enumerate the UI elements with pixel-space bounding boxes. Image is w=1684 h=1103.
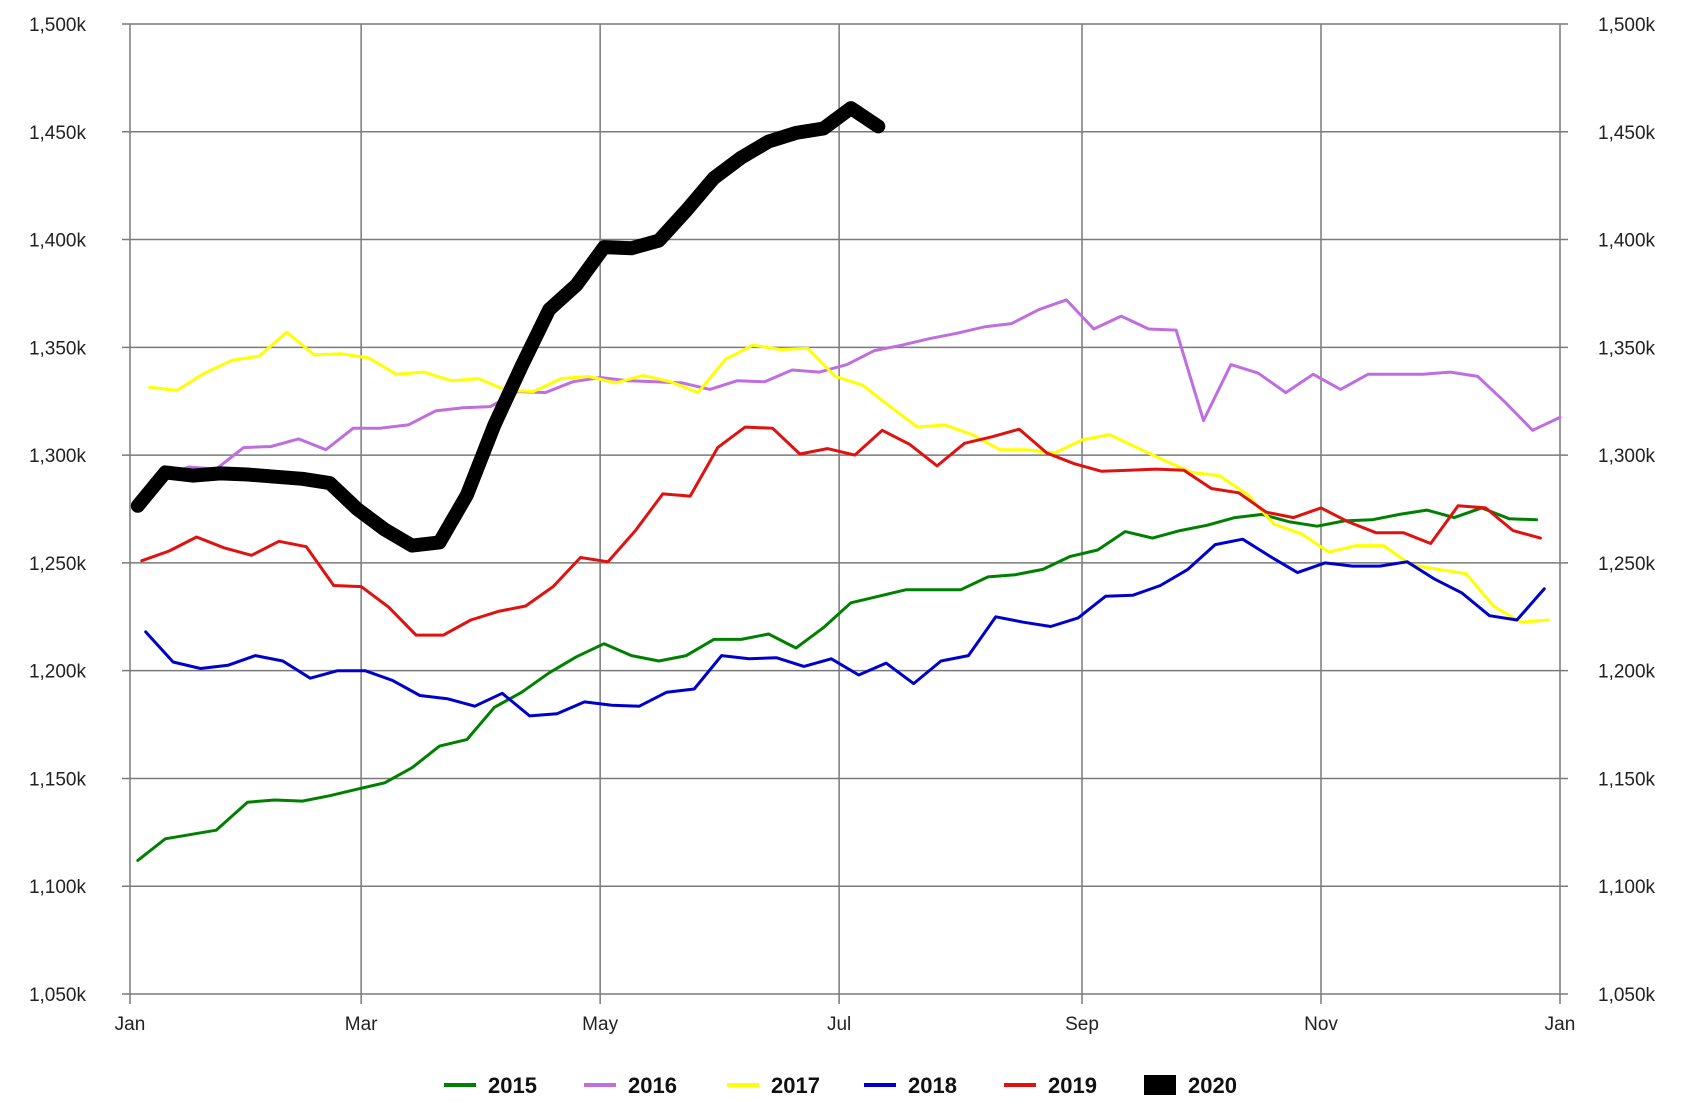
y-tick-label-right: 1,300k <box>1598 446 1656 467</box>
x-tick-label: Mar <box>345 1014 378 1035</box>
y-tick-label-left: 1,100k <box>29 877 87 898</box>
legend-label-2018: 2018 <box>908 1073 957 1098</box>
series-line-2019 <box>140 425 1542 637</box>
legend-swatch-2020 <box>1144 1075 1176 1095</box>
x-tick-label: Nov <box>1304 1014 1338 1035</box>
legend-label-2019: 2019 <box>1048 1073 1097 1098</box>
legend-label-2016: 2016 <box>628 1073 677 1098</box>
series-lines <box>130 101 1562 862</box>
y-tick-label-left: 1,050k <box>29 985 87 1006</box>
x-tick-label: Jan <box>1545 1014 1576 1035</box>
legend: 2015 2016 2017 2018 2019 2020 <box>444 1073 1237 1098</box>
y-tick-label-left: 1,300k <box>29 446 87 467</box>
y-tick-label-left: 1,150k <box>29 769 87 790</box>
x-tick-label: Sep <box>1065 1014 1099 1035</box>
y-tick-label-right: 1,450k <box>1598 123 1656 144</box>
y-tick-label-left: 1,250k <box>29 554 87 575</box>
y-tick-label-left: 1,200k <box>29 662 87 683</box>
x-tick-label: Jul <box>827 1014 851 1035</box>
y-tick-label-right: 1,050k <box>1598 985 1656 1006</box>
y-tick-label-right: 1,200k <box>1598 662 1656 683</box>
y-tick-label-right: 1,100k <box>1598 877 1656 898</box>
x-tick-label: May <box>582 1014 618 1035</box>
y-tick-label-right: 1,150k <box>1598 769 1656 790</box>
legend-label-2015: 2015 <box>488 1073 537 1098</box>
grid <box>122 23 1568 1004</box>
y-tick-label-left: 1,500k <box>29 15 87 36</box>
legend-label-2020: 2020 <box>1188 1073 1237 1098</box>
series-line-2016 <box>136 298 1562 504</box>
y-tick-label-right: 1,400k <box>1598 231 1656 252</box>
y-tick-label-left: 1,350k <box>29 338 87 359</box>
series-line-2020 <box>130 101 886 553</box>
series-line-2018 <box>144 537 1546 718</box>
legend-label-2017: 2017 <box>771 1073 820 1098</box>
y-tick-label-left: 1,400k <box>29 231 87 252</box>
series-line-2017 <box>148 330 1550 624</box>
y-tick-label-right: 1,350k <box>1598 338 1656 359</box>
y-tick-label-right: 1,250k <box>1598 554 1656 575</box>
y-tick-label-left: 1,450k <box>29 123 87 144</box>
axis-labels: 1,500k 1,500k 1,450k 1,450k 1,400k 1,400k 1,35… <box>29 15 1656 1035</box>
x-tick-label: Jan <box>115 1014 146 1035</box>
y-tick-label-right: 1,500k <box>1598 15 1656 36</box>
series-line-2015 <box>136 506 1538 862</box>
